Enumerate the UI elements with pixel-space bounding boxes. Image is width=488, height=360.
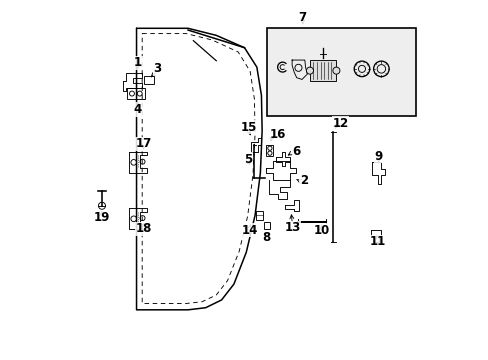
- Text: 15: 15: [240, 121, 256, 134]
- Circle shape: [332, 67, 339, 74]
- Bar: [266, 28, 415, 117]
- Text: 17: 17: [136, 137, 152, 150]
- Text: 9: 9: [374, 149, 382, 162]
- Text: 8: 8: [262, 231, 270, 244]
- Text: 14: 14: [241, 224, 258, 237]
- Text: 10: 10: [313, 224, 329, 237]
- Text: 2: 2: [299, 174, 307, 186]
- Text: 6: 6: [292, 145, 300, 158]
- Text: 18: 18: [136, 222, 152, 235]
- Text: 5: 5: [244, 153, 252, 166]
- Text: 11: 11: [369, 235, 385, 248]
- Text: 13: 13: [284, 221, 300, 234]
- Bar: [256, 211, 263, 220]
- Bar: [143, 76, 154, 84]
- Text: 1: 1: [134, 57, 142, 69]
- Bar: [263, 222, 269, 229]
- Text: 3: 3: [153, 62, 161, 75]
- Text: 16: 16: [269, 129, 285, 141]
- Bar: [266, 145, 273, 156]
- Text: 7: 7: [298, 11, 306, 24]
- Circle shape: [306, 67, 313, 74]
- Bar: [309, 60, 336, 81]
- Text: 12: 12: [332, 117, 348, 130]
- Text: 19: 19: [93, 211, 110, 224]
- Text: 4: 4: [134, 103, 142, 116]
- Bar: [127, 88, 145, 99]
